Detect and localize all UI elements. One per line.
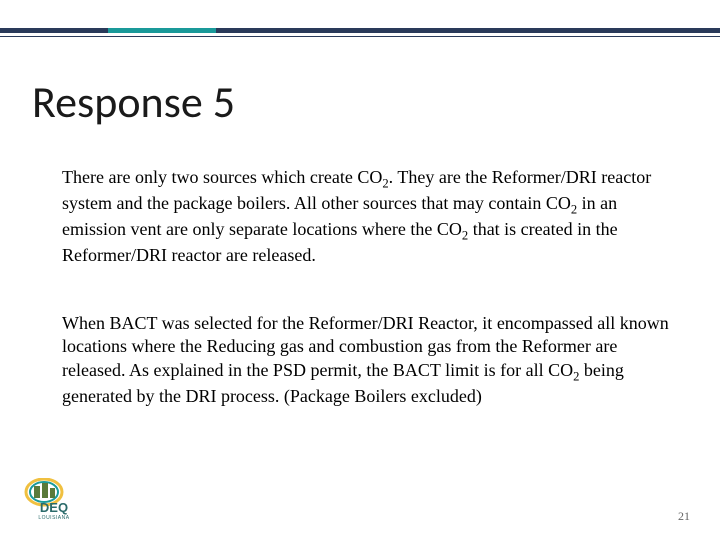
svg-text:LOUISIANA: LOUISIANA: [38, 515, 69, 520]
deq-logo: DEQ LOUISIANA: [22, 478, 86, 520]
paragraph-1: There are only two sources which create …: [62, 166, 670, 267]
page-number: 21: [678, 509, 690, 524]
slide-title: Response 5: [32, 75, 235, 129]
paragraph-2-text: When BACT was selected for the Reformer/…: [62, 312, 670, 408]
accent-line-thin: [0, 36, 720, 37]
accent-line-thick: [0, 28, 720, 33]
paragraph-1-text: There are only two sources which create …: [62, 166, 670, 267]
paragraph-2: When BACT was selected for the Reformer/…: [62, 312, 670, 408]
svg-text:DEQ: DEQ: [40, 500, 68, 515]
